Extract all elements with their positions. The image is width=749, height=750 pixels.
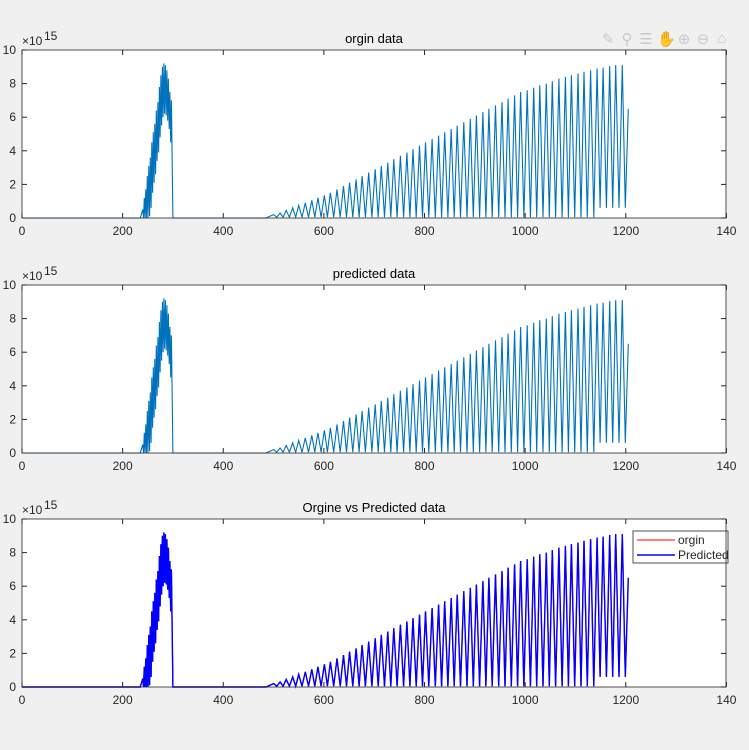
legend-label-predicted: Predicted [678,548,729,562]
x-tick-label: 800 [415,224,435,238]
pan-hand-icon[interactable]: ✋ [657,31,676,48]
y-tick-label: 0 [9,680,16,694]
y-tick-label: 2 [9,646,16,660]
zoom-out-icon[interactable]: ⊖ [696,31,710,48]
plot-origin-data: orgin data 0 2 4 6 8 10 0 200 400 600 800 1000 1200 14… [3,29,737,238]
y-exponent-power: 15 [44,498,58,512]
x-tick-label: 140 [716,459,736,473]
y-exponent-label: ×10 [22,34,43,48]
chart-title: predicted data [333,266,416,281]
series-line-predicted [22,532,629,689]
x-tick-label: 200 [113,693,133,707]
x-tick-label: 600 [314,224,334,238]
series-line [22,298,629,455]
x-tick-label: 0 [19,459,26,473]
figure-toolbar: ✎ ⚲ ☰ ✋ ⊕ ⊖ ⌂ [600,30,730,48]
axes-frame [21,49,727,219]
x-tick-label: 400 [213,224,233,238]
x-tick-label: 200 [113,459,133,473]
chart-title: Orgine vs Predicted data [302,500,446,515]
y-tick-label: 10 [3,43,17,57]
legend-box [632,530,729,564]
x-tick-label: 400 [213,693,233,707]
y-tick-label: 6 [9,345,16,359]
y-tick-label: 2 [9,412,16,426]
x-tick-label: 1200 [612,224,639,238]
y-tick-label: 4 [9,613,16,627]
x-tick-label: 0 [19,693,26,707]
chart-title: orgin data [345,31,404,46]
legend-label-origin: orgin [678,533,705,547]
x-tick-label: 1000 [512,693,539,707]
y-tick-label: 2 [9,177,16,191]
y-tick-label: 10 [3,278,17,292]
x-tick-label: 400 [213,459,233,473]
zoom-in-icon[interactable]: ⊕ [677,31,691,48]
y-exponent-label: ×10 [22,269,43,283]
x-tick-label: 800 [415,693,435,707]
x-tick-label: 1000 [512,459,539,473]
y-tick-label: 0 [9,211,16,225]
brush-icon[interactable]: ✎ [601,31,615,48]
x-tick-label: 200 [113,224,133,238]
y-tick-label: 8 [9,546,16,560]
x-tick-label: 1200 [612,459,639,473]
y-tick-label: 8 [9,77,16,91]
y-tick-label: 6 [9,579,16,593]
x-tick-label: 800 [415,459,435,473]
y-exponent-power: 15 [44,29,58,43]
x-tick-label: 1200 [612,693,639,707]
y-tick-label: 6 [9,110,16,124]
datatip-icon[interactable]: ⚲ [621,31,633,48]
x-tick-label: 600 [314,693,334,707]
x-tick-label: 0 [19,224,26,238]
x-tick-label: 1000 [512,224,539,238]
y-tick-label: 0 [9,446,16,460]
axes-frame [21,284,727,454]
y-tick-label: 10 [3,512,17,526]
series-line [22,63,629,220]
x-tick-label: 600 [314,459,334,473]
axes-frame [21,518,727,688]
x-tick-label: 140 [716,693,736,707]
x-tick-label: 140 [716,224,736,238]
plot-origin-vs-predicted: Orgine vs Predicted data 0 2 4 6 8 10 0 200 400 60… [3,498,737,707]
y-exponent-label: ×10 [22,503,43,517]
legend-icon[interactable]: ☰ [639,31,653,48]
y-tick-label: 8 [9,312,16,326]
y-tick-label: 4 [9,379,16,393]
plot-predicted-data: predicted data 0 2 4 6 8 10 0 200 400 600 800 1000 12… [3,264,737,473]
y-exponent-power: 15 [44,264,58,278]
home-icon[interactable]: ⌂ [717,30,727,47]
y-tick-label: 4 [9,144,16,158]
